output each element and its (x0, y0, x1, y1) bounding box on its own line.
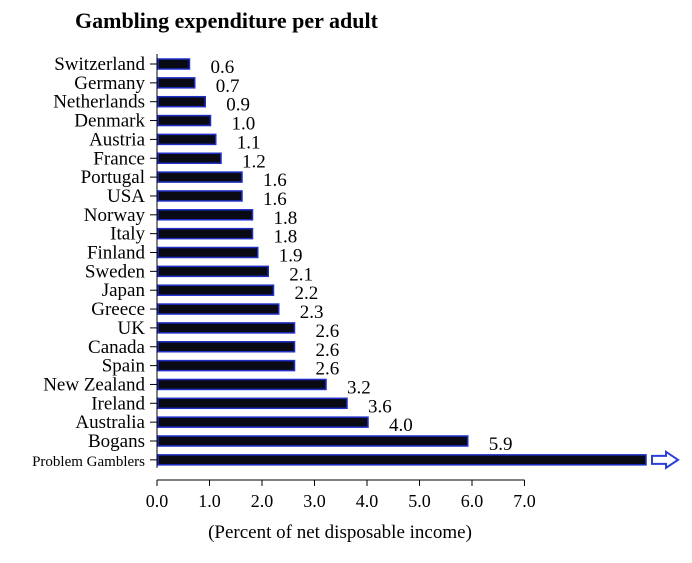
x-tick-label: 6.0 (461, 491, 484, 511)
x-tick-label: 7.0 (513, 491, 536, 511)
bar-spain (157, 359, 296, 372)
x-tick-label: 2.0 (251, 491, 274, 511)
bar-problem-gamblers (157, 454, 647, 466)
bar-ireland (157, 397, 348, 410)
x-axis-label: (Percent of net disposable income) (208, 522, 472, 543)
bar-uk (157, 322, 296, 334)
value-label-canada: 2.6 (316, 340, 340, 361)
bar-france (157, 152, 222, 164)
value-label-japan: 2.2 (295, 283, 319, 304)
category-label-portugal: Portugal (81, 167, 145, 188)
value-label-ireland: 3.6 (368, 396, 392, 417)
value-labels: 0.60.70.91.01.11.21.61.61.81.81.92.12.22… (211, 57, 513, 455)
bar-finland (157, 246, 259, 259)
value-label-germany: 0.7 (216, 76, 240, 97)
value-label-netherlands: 0.9 (226, 95, 250, 116)
value-label-uk: 2.6 (316, 321, 340, 342)
category-label-denmark: Denmark (74, 111, 145, 132)
category-label-new-zealand: New Zealand (43, 374, 145, 395)
value-label-portugal: 1.6 (263, 170, 287, 191)
value-label-new-zealand: 3.2 (347, 377, 371, 398)
bar-netherlands (157, 95, 206, 108)
category-label-usa: USA (107, 186, 145, 207)
value-label-finland: 1.9 (279, 246, 303, 267)
x-tick-label: 1.0 (198, 491, 221, 511)
category-label-sweden: Sweden (85, 261, 146, 282)
bars-group (157, 58, 680, 470)
x-tick-label: 4.0 (356, 491, 379, 511)
bar-greece (157, 303, 280, 315)
value-label-austria: 1.1 (237, 132, 261, 153)
bar-new-zealand (157, 378, 327, 391)
category-label-spain: Spain (102, 356, 146, 377)
category-label-japan: Japan (102, 280, 146, 301)
category-label-problem-gamblers: Problem Gamblers (32, 454, 145, 470)
x-axis: 0.0 1.0 2.0 3.0 4.0 5.0 6.0 7.0 (146, 479, 536, 511)
category-label-uk: UK (118, 318, 146, 339)
bar-austria (157, 133, 217, 146)
category-label-italy: Italy (110, 224, 145, 245)
bar-italy (157, 227, 254, 240)
bar-switzerland (157, 58, 191, 70)
value-label-france: 1.2 (242, 151, 266, 172)
bar-australia (157, 416, 369, 428)
value-label-australia: 4.0 (389, 415, 413, 436)
category-label-australia: Australia (75, 412, 145, 433)
bar-canada (157, 341, 296, 353)
category-label-greece: Greece (91, 299, 145, 320)
bar-norway (157, 209, 254, 221)
category-label-norway: Norway (84, 205, 146, 226)
x-tick-label: 0.0 (146, 491, 169, 511)
value-label-italy: 1.8 (274, 227, 298, 248)
bar-portugal (157, 171, 243, 183)
category-label-switzerland: Switzerland (54, 54, 145, 75)
chart-title: Gambling expenditure per adult (75, 8, 379, 33)
category-label-canada: Canada (88, 337, 146, 358)
category-label-finland: Finland (87, 243, 146, 264)
bar-germany (157, 77, 196, 89)
bar-sweden (157, 265, 269, 278)
x-tick-label: 3.0 (303, 491, 326, 511)
bar-japan (157, 284, 275, 296)
category-label-austria: Austria (89, 129, 146, 150)
category-label-bogans: Bogans (88, 431, 145, 452)
category-label-france: France (93, 148, 145, 169)
category-label-germany: Germany (74, 73, 145, 94)
x-tick-label: 5.0 (408, 491, 431, 511)
value-label-sweden: 2.1 (289, 264, 313, 285)
value-label-greece: 2.3 (300, 302, 324, 323)
category-label-netherlands: Netherlands (53, 92, 145, 113)
value-label-usa: 1.6 (263, 189, 287, 210)
y-axis (150, 54, 158, 468)
bar-usa (157, 190, 243, 202)
value-label-spain: 2.6 (316, 359, 340, 380)
off-scale-arrow-icon (651, 449, 680, 470)
bar-denmark (157, 114, 212, 127)
category-labels: SwitzerlandGermanyNetherlandsDenmarkAust… (32, 54, 145, 470)
value-label-denmark: 1.0 (232, 114, 256, 135)
value-label-switzerland: 0.6 (211, 57, 235, 78)
category-label-ireland: Ireland (91, 393, 145, 414)
bar-bogans (157, 435, 469, 447)
value-label-bogans: 5.9 (489, 434, 513, 455)
value-label-norway: 1.8 (274, 208, 298, 229)
